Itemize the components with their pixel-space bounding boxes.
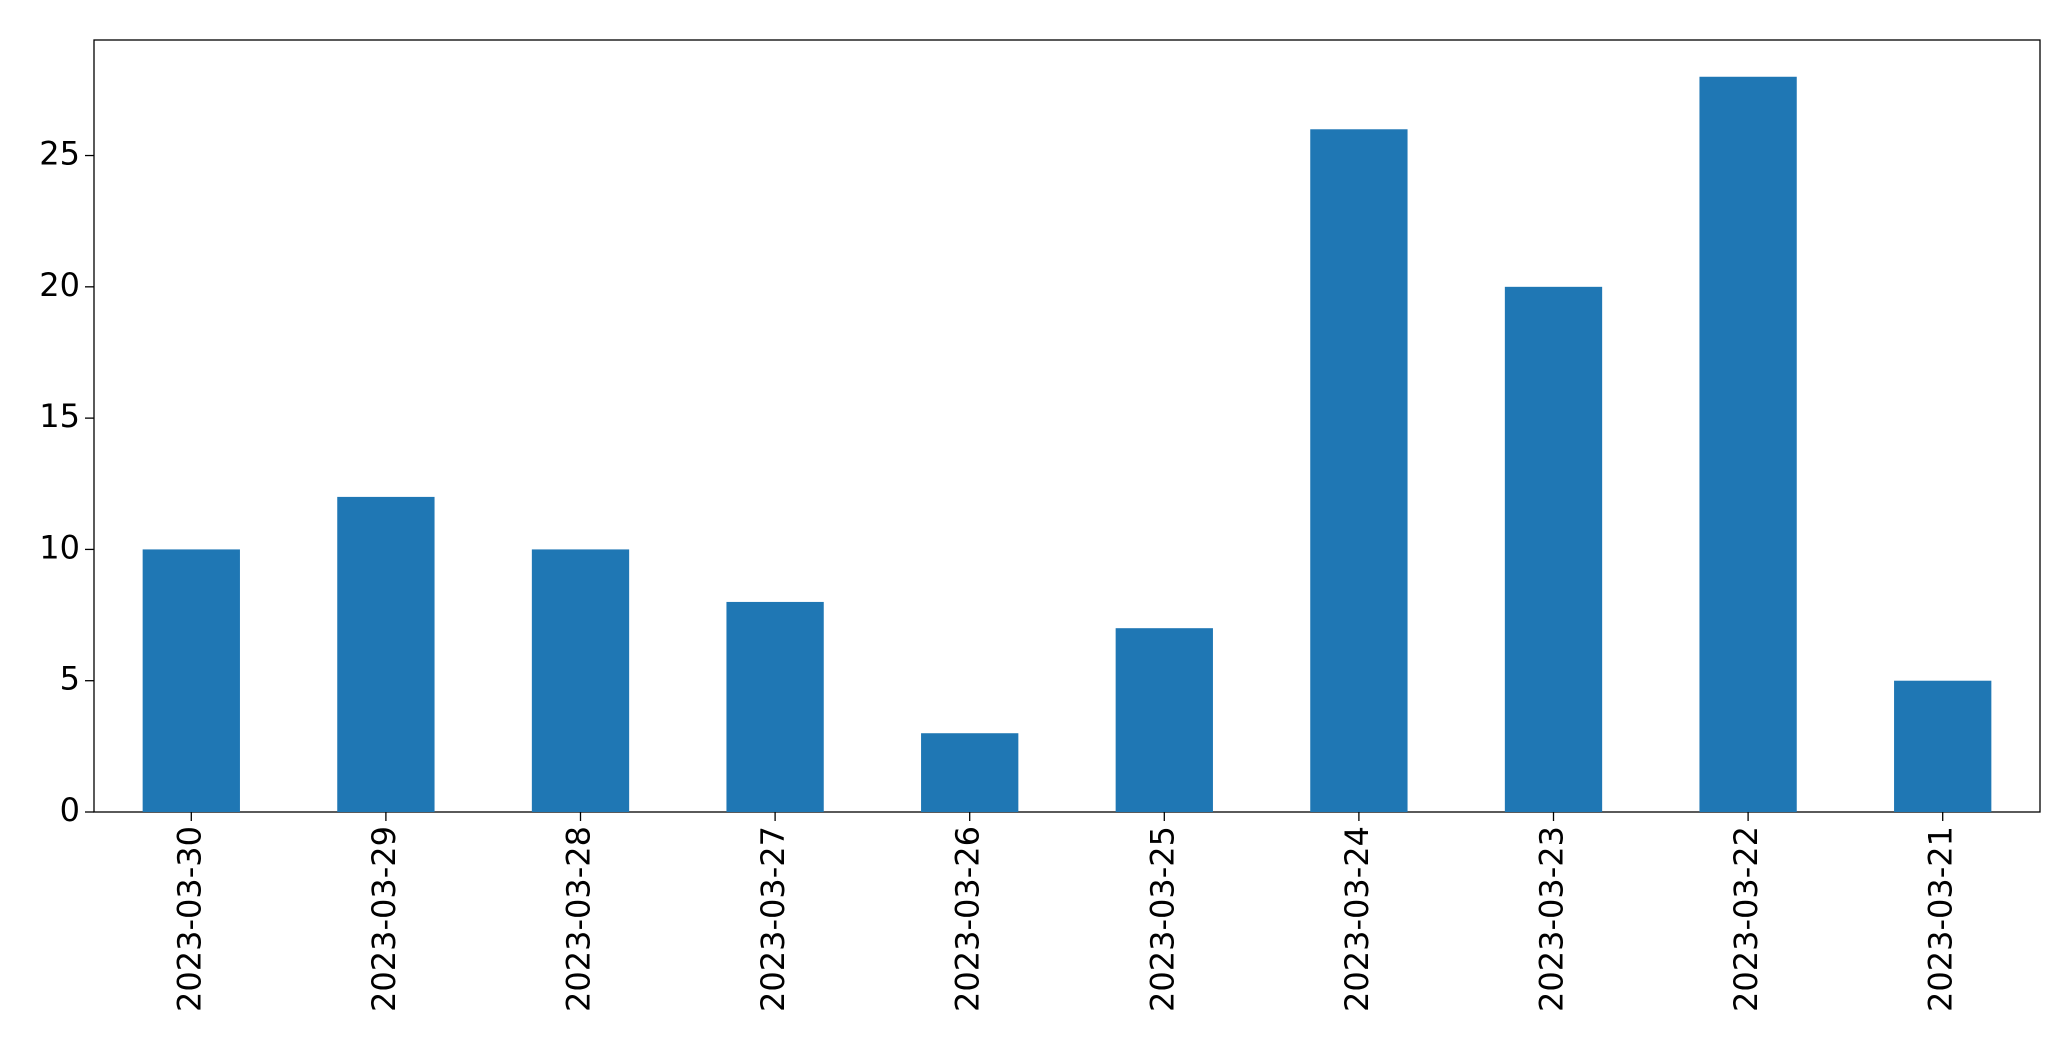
plot-frame: [93, 39, 2041, 813]
bar: [1504, 286, 1603, 812]
x-tick-label: 2023-03-29: [365, 826, 403, 1012]
y-tick-label: 25: [39, 135, 80, 173]
y-tick-label: 20: [39, 266, 80, 304]
y-tick-label: 15: [39, 397, 80, 435]
bar: [1115, 628, 1213, 812]
x-tick-label: 2023-03-30: [170, 826, 208, 1012]
bar: [531, 549, 630, 812]
x-tick-label: 2023-03-22: [1727, 826, 1765, 1012]
y-tick-label: 10: [39, 528, 80, 566]
x-tick-label: 2023-03-26: [949, 826, 987, 1012]
y-tick-label: 5: [60, 660, 80, 698]
x-tick-label: 2023-03-27: [754, 826, 792, 1012]
bar: [1699, 76, 1797, 812]
x-tick-label: 2023-03-23: [1533, 826, 1571, 1012]
bar: [142, 549, 240, 812]
bar: [1310, 129, 1408, 812]
x-tick-label: 2023-03-28: [560, 826, 598, 1012]
bar: [1894, 680, 1992, 812]
x-tick-label: 2023-03-24: [1338, 826, 1376, 1012]
bar: [921, 733, 1019, 812]
x-tick-label: 2023-03-21: [1922, 826, 1960, 1012]
y-tick-label: 0: [60, 791, 80, 829]
bar: [726, 601, 824, 812]
bar: [337, 496, 435, 812]
x-tick-label: 2023-03-25: [1143, 826, 1181, 1012]
